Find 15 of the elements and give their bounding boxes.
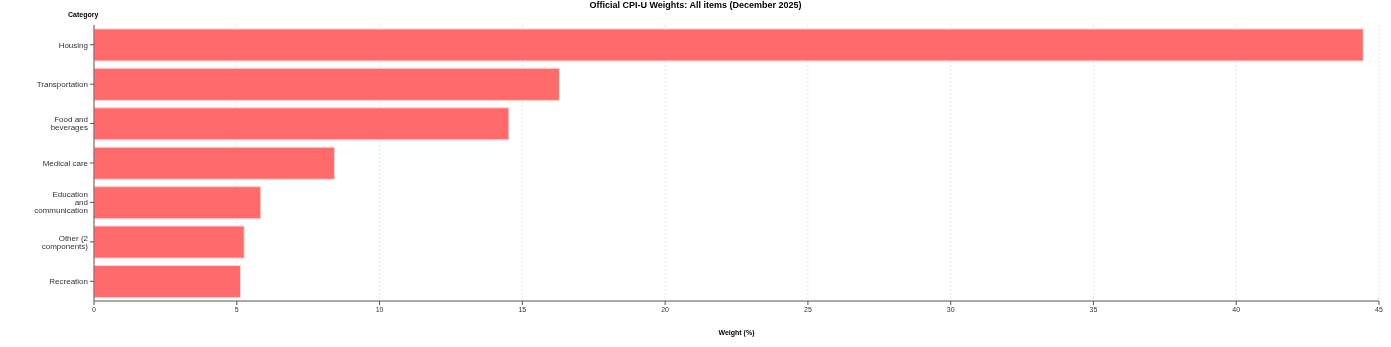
y-tick-label: Food and beverages (50, 115, 88, 133)
y-tick-label: Transportation (36, 79, 88, 89)
y-tick-label: Recreation (49, 277, 88, 287)
bar (94, 107, 510, 141)
bar (94, 67, 560, 101)
bar (94, 225, 245, 259)
bar (94, 265, 241, 299)
y-tick-label: Other (2 components) (41, 233, 89, 251)
bar (94, 146, 335, 180)
y-tick-label: Medical care (42, 158, 89, 168)
bar (94, 186, 262, 220)
y-tick-label: Education and communication (34, 190, 88, 216)
chart-title: Official CPI-U Weights: All items (December 2025) (588, 0, 803, 10)
bar (94, 28, 1364, 62)
y-tick-label: Housing (58, 40, 88, 50)
